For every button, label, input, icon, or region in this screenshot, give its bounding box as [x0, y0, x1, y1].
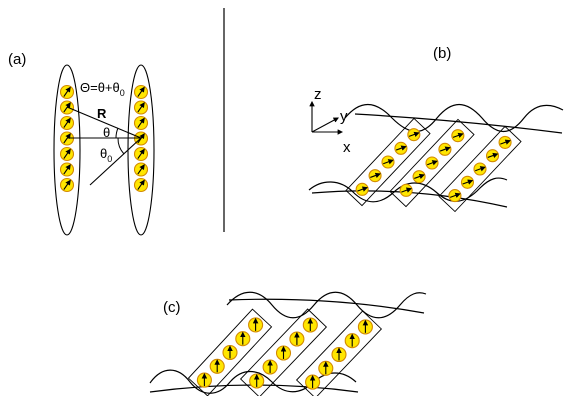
chain-c1 [187, 308, 273, 396]
spin-column-right [133, 84, 149, 193]
spin-right-6 [133, 162, 149, 177]
chain-band [438, 125, 522, 213]
chain-b2-spin-3 [425, 156, 439, 170]
distance-line-r [66, 106, 142, 139]
chain-c2-spin-4 [262, 359, 278, 375]
chain-b3-spin-1 [498, 135, 512, 149]
theta0-arc [117, 137, 125, 155]
panel-a: Θ=θ+θ0 R θ θ0 [53, 64, 155, 236]
chain-b1-spin-3 [381, 155, 395, 169]
chain-b1-spin-1 [407, 128, 421, 142]
spin-right-2 [133, 100, 149, 115]
chain-capsule-left [53, 64, 81, 236]
chain-b1-spin-2 [394, 141, 408, 155]
chain-b3-spin-5 [448, 189, 462, 203]
chain-b2-spin-4 [412, 170, 426, 184]
chain-c1-spin-4 [209, 358, 225, 374]
chain-c3-spin-1 [357, 319, 373, 335]
chain-b2 [389, 118, 475, 208]
chains-panel-c [187, 308, 383, 396]
distance-label-r: R [97, 106, 107, 121]
spin-right-5 [133, 146, 149, 162]
chain-c1-spin-3 [222, 344, 238, 361]
bottom-wave [308, 177, 508, 203]
spin-left-1 [59, 84, 75, 100]
chain-b3 [438, 125, 522, 213]
chain-c2-spin-5 [249, 373, 265, 389]
theta-arc [115, 127, 119, 139]
spin-right-7 [133, 177, 149, 193]
chain-b1 [345, 117, 431, 207]
spin-right-3 [133, 115, 149, 131]
chain-band [239, 308, 328, 396]
chain-band [345, 117, 431, 207]
chain-b3-spin-4 [460, 175, 475, 189]
spin-left-3 [59, 115, 75, 131]
chain-c3-spin-2 [344, 333, 360, 349]
top-arc-c [228, 298, 425, 314]
angle-formula: Θ=θ+θ0 [80, 80, 125, 98]
panel-label-a: (a) [8, 51, 26, 68]
top-arc [354, 113, 563, 134]
chain-c3-spin-3 [331, 346, 347, 363]
top-wave [344, 103, 564, 133]
chain-b2-spin-5 [399, 183, 413, 197]
chain-b1-spin-4 [368, 169, 382, 183]
chain-c3-spin-4 [318, 360, 334, 376]
axis-label-z: z [314, 86, 322, 103]
chains-panel-b [345, 117, 522, 213]
y-axis-arrow [311, 117, 339, 133]
axis-label-y: y [340, 108, 348, 125]
spin-right-1 [133, 84, 149, 100]
chain-c2 [239, 308, 328, 396]
chain-c3 [295, 310, 383, 396]
panel-label-c: (c) [163, 299, 181, 316]
theta-label: θ [103, 125, 110, 140]
theta0-label: θ0 [100, 146, 112, 164]
chain-c2-spin-2 [289, 331, 305, 347]
chain-b3-spin-2 [485, 149, 500, 163]
spin-left-7 [59, 177, 75, 193]
chain-c2-spin-1 [302, 317, 318, 333]
chain-c2-spin-3 [275, 345, 292, 361]
chain-c1-spin-2 [235, 331, 251, 347]
panel-c [149, 291, 427, 396]
top-wave-c [226, 291, 427, 319]
spin-left-5 [59, 146, 75, 162]
theta0-line [89, 137, 142, 186]
chain-c1-spin-5 [196, 372, 212, 388]
spin-left-6 [59, 162, 75, 177]
chain-b3-spin-3 [473, 162, 487, 176]
chain-b2-spin-1 [451, 129, 465, 143]
axis-label-x: x [343, 139, 351, 156]
chain-b1-spin-5 [355, 182, 369, 196]
chain-b2-spin-2 [438, 142, 452, 156]
chain-band [295, 310, 383, 396]
chain-c1-spin-1 [248, 317, 264, 333]
chain-c3-spin-5 [305, 374, 321, 390]
chain-band [389, 118, 475, 208]
panel-b: z y x [308, 86, 564, 213]
panel-label-b: (b) [433, 45, 451, 62]
